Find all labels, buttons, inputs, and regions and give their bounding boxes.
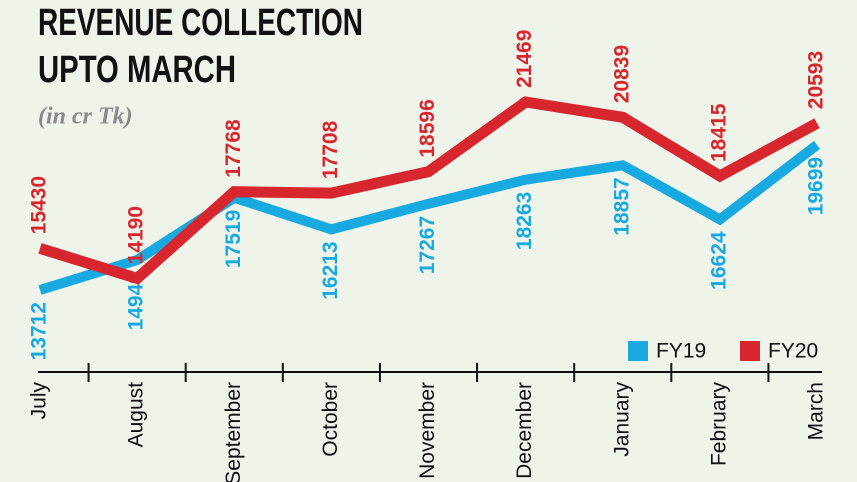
x-tick-label: January — [610, 382, 633, 457]
x-tick-label: February — [707, 382, 730, 467]
data-label: 14949 — [125, 272, 148, 330]
x-tick-label: October — [319, 382, 342, 457]
data-label: 17519 — [222, 210, 245, 268]
x-tick-label: November — [416, 382, 439, 479]
data-label: 17267 — [416, 216, 439, 274]
x-tick-label: December — [513, 382, 536, 479]
data-label: 20839 — [610, 45, 633, 103]
legend-label: FY20 — [768, 340, 818, 363]
data-label: 18415 — [707, 103, 730, 162]
line-series — [38, 140, 821, 295]
data-label: 17708 — [319, 120, 342, 179]
chart-title: REVENUE COLLECTION — [38, 2, 363, 44]
legend-label: FY19 — [656, 340, 706, 363]
data-label: 14190 — [125, 206, 148, 264]
chart-title: UPTO MARCH — [38, 49, 236, 91]
data-label: 18596 — [416, 99, 439, 157]
data-label: 15430 — [28, 176, 51, 234]
chart-subtitle: (in cr Tk) — [38, 104, 133, 130]
data-label: 19699 — [805, 157, 828, 215]
x-tick-label: July — [28, 382, 51, 420]
data-label: 20593 — [805, 51, 828, 109]
data-label: 21469 — [513, 30, 536, 88]
data-label: 16624 — [707, 231, 730, 290]
x-tick-label: March — [805, 382, 828, 440]
line-series — [38, 96, 820, 285]
data-label: 17768 — [222, 119, 245, 178]
legend-swatch — [628, 341, 648, 361]
x-tick-label: September — [222, 382, 245, 482]
data-label: 16213 — [319, 241, 342, 299]
data-label: 18263 — [513, 192, 536, 250]
data-label: 18857 — [610, 177, 633, 235]
legend-swatch — [740, 341, 760, 361]
data-label: 13712 — [28, 302, 51, 360]
x-tick-label: August — [125, 382, 148, 448]
